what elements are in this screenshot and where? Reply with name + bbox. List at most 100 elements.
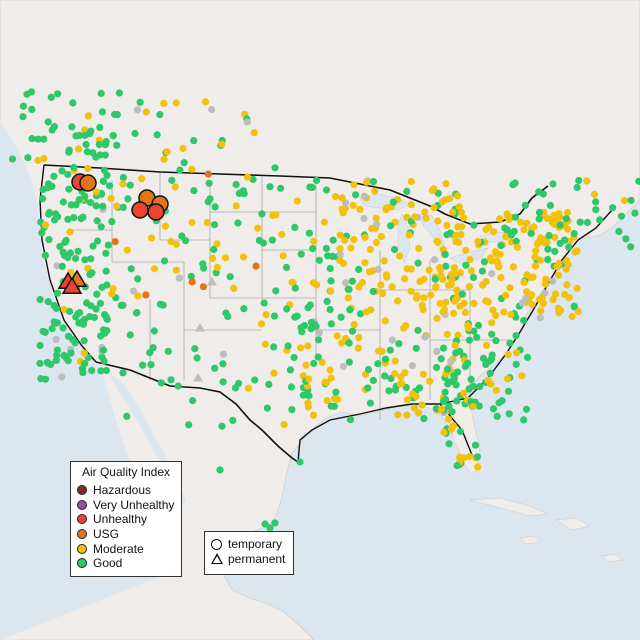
monitor-dot xyxy=(88,367,96,375)
monitor-dot xyxy=(66,228,74,236)
monitor-dot xyxy=(371,187,379,195)
monitor-dot xyxy=(326,264,334,273)
monitor-dot xyxy=(401,369,409,377)
monitor-dot xyxy=(437,272,445,280)
monitor-dot xyxy=(355,265,363,273)
monitor-dot xyxy=(188,278,196,286)
monitor-dot xyxy=(81,256,89,264)
monitor-dot xyxy=(119,174,127,182)
monitor-dot xyxy=(427,291,435,299)
monitor-dot xyxy=(620,196,629,205)
monitor-dot xyxy=(84,164,92,173)
monitor-dot xyxy=(204,170,212,178)
monitor-dot xyxy=(349,201,357,210)
monitor-dot xyxy=(28,135,36,143)
monitor-dot xyxy=(448,408,456,416)
monitor-dot xyxy=(190,137,198,145)
monitor-dot xyxy=(456,453,464,461)
monitor-dot xyxy=(8,155,17,163)
monitor-dot xyxy=(58,373,66,381)
legend-label: Good xyxy=(93,556,123,571)
monitor-dot xyxy=(252,262,260,270)
monitor-dot xyxy=(93,237,102,245)
monitor-dot xyxy=(45,236,53,244)
monitor-dot xyxy=(36,295,44,304)
monitor-dot xyxy=(446,229,455,237)
monitor-dot xyxy=(433,347,441,355)
monitor-dot xyxy=(401,275,409,283)
monitor-dot xyxy=(336,245,344,253)
monitor-dot xyxy=(102,366,110,375)
monitor-dot xyxy=(530,223,538,231)
monitor-dot xyxy=(475,402,483,410)
monitor-dot xyxy=(505,215,513,223)
monitor-dot xyxy=(64,215,72,223)
monitor-dot xyxy=(536,314,544,322)
monitor-dot xyxy=(24,154,32,162)
monitor-dot xyxy=(265,380,273,388)
monitor-dot xyxy=(372,238,380,246)
monitor-dot xyxy=(259,239,268,247)
monitor-dot xyxy=(488,319,496,327)
monitor-dot xyxy=(512,332,520,340)
monitor-dot xyxy=(218,422,226,430)
monitor-dot xyxy=(309,245,317,253)
monitor-dot xyxy=(92,188,100,196)
monitor-dot xyxy=(444,415,453,423)
monitor-dot xyxy=(469,273,478,281)
monitor-dot xyxy=(136,98,144,106)
monitor-dot xyxy=(592,198,600,206)
legend-swatch xyxy=(77,514,87,525)
monitor-dot xyxy=(156,111,164,119)
monitor-dot xyxy=(64,357,72,365)
monitor-dot xyxy=(445,440,453,448)
monitor-dot xyxy=(502,233,510,241)
monitor-dot xyxy=(513,349,521,357)
monitor-dot xyxy=(408,362,416,370)
monitor-dot xyxy=(486,369,494,377)
monitor-dot xyxy=(565,243,573,251)
monitor-dot xyxy=(534,238,542,247)
monitor-dot xyxy=(460,389,468,397)
monitor-dot xyxy=(19,102,27,110)
monitor-dot xyxy=(282,263,291,271)
monitor-dot xyxy=(420,275,428,283)
monitor-dot xyxy=(108,290,116,298)
monitor-dot xyxy=(113,141,121,149)
monitor-dot xyxy=(23,90,31,98)
monitor-dot xyxy=(369,178,378,186)
monitor-dot xyxy=(213,240,221,248)
monitor-dot xyxy=(97,367,105,375)
monitor-dot xyxy=(54,213,62,221)
monitor-dot xyxy=(453,397,461,405)
monitor-dot xyxy=(314,353,322,361)
monitor-dot xyxy=(450,309,458,317)
monitor-dot xyxy=(180,159,188,167)
monitor-dot xyxy=(72,254,80,263)
monitor-dot xyxy=(391,370,399,378)
monitor-dot xyxy=(369,287,377,296)
monitor-dot xyxy=(420,415,428,423)
monitor-dot xyxy=(50,123,59,131)
monitor-dot xyxy=(59,324,67,332)
monitor-dot xyxy=(563,281,571,289)
monitor-dot xyxy=(315,329,323,337)
monitor-dot xyxy=(462,261,470,269)
monitor-dot xyxy=(43,358,51,366)
monitor-dot xyxy=(108,218,116,226)
monitor-dot xyxy=(312,176,321,185)
monitor-dot xyxy=(113,111,121,119)
monitor-dot xyxy=(549,277,557,285)
monitor-dot xyxy=(37,375,45,383)
monitor-dot xyxy=(544,245,552,253)
monitor-dot xyxy=(461,308,469,316)
legend-label: Moderate xyxy=(93,541,144,556)
monitor-dot xyxy=(507,231,515,239)
monitor-dot xyxy=(270,312,279,320)
monitor-dot xyxy=(492,249,500,257)
monitor-dot xyxy=(576,218,584,226)
monitor-dot xyxy=(201,98,210,106)
monitor-dot xyxy=(377,281,385,289)
monitor-dot xyxy=(262,311,270,319)
monitor-dot xyxy=(518,299,527,307)
